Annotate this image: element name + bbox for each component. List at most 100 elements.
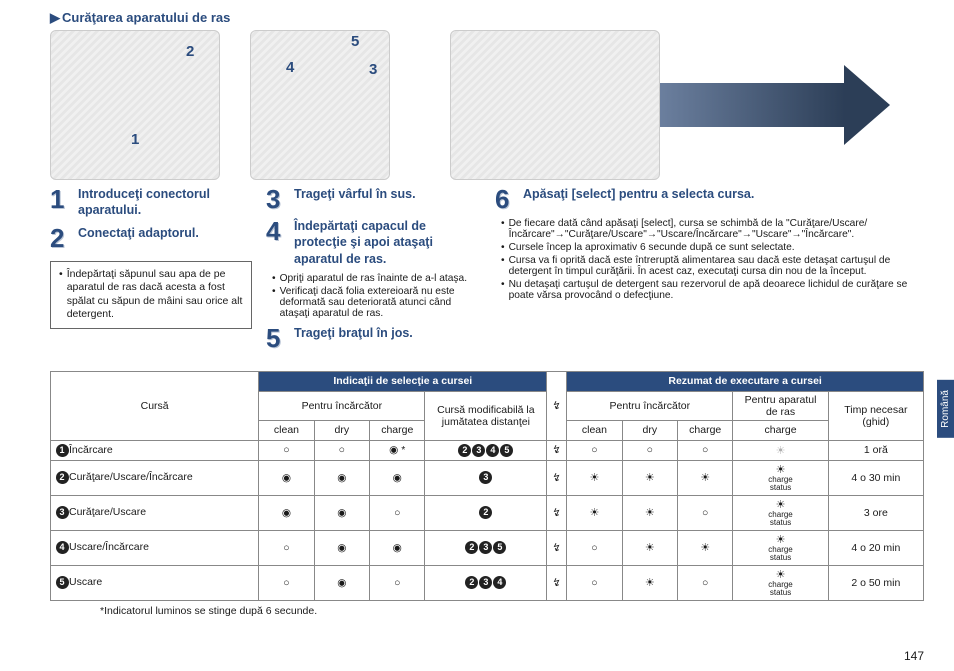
cell-time: 4 o 20 min [828, 530, 923, 565]
table-row: 3Curăţare/Uscare◉◉○2↯☀☀○☀chargestatus3 o… [51, 495, 924, 530]
cell: ☀ [622, 530, 677, 565]
col-ras: Pentru aparatul de ras [733, 391, 828, 420]
cell: ○ [259, 565, 314, 600]
step-num: 5 [266, 325, 286, 351]
cell-time: 1 oră [828, 440, 923, 460]
step-bullet: Opriţi aparatul de ras înainte de a-l at… [280, 273, 467, 284]
cell: ◉ * [370, 440, 425, 460]
step-num: 2 [50, 225, 70, 251]
step-num: 3 [266, 186, 286, 212]
step-title: Conectaţi adaptorul. [78, 225, 199, 251]
cell: ◉ [314, 530, 369, 565]
callout-5: 5 [351, 33, 359, 50]
col-inc-2: Pentru încărcător [567, 391, 733, 420]
cell-bolt: ↯ [547, 440, 567, 460]
cell: ○ [259, 440, 314, 460]
row-label: 4Uscare/Încărcare [51, 530, 259, 565]
table-row: 5Uscare○◉○234↯○☀○☀chargestatus2 o 50 min [51, 565, 924, 600]
step-4: 4 Îndepărtaţi capacul de protecţie şi ap… [266, 218, 481, 267]
cell: ○ [567, 440, 622, 460]
cell: ☀ [622, 565, 677, 600]
cell: ◉ [259, 460, 314, 495]
hdr-selection: Indicaţii de selecţie a cursei [259, 371, 547, 391]
course-table: Cursă Indicaţii de selecţie a cursei ↯ R… [50, 371, 924, 601]
row-label: 5Uscare [51, 565, 259, 600]
row-label: 1Încărcare [51, 440, 259, 460]
hdr-summary: Rezumat de executare a cursei [567, 371, 924, 391]
illustration-2: 5 4 3 [250, 30, 390, 180]
illustration-3 [450, 30, 660, 180]
step-title: Trageţi vârful în sus. [294, 186, 416, 212]
table-row: 2Curăţare/Uscare/Încărcare◉◉◉3↯☀☀☀☀charg… [51, 460, 924, 495]
big-arrow-icon [660, 65, 890, 145]
cell-ras: ☀ [733, 440, 828, 460]
cell: ○ [314, 440, 369, 460]
cell: ☀ [622, 460, 677, 495]
cell-ras: ☀chargestatus [733, 495, 828, 530]
sub-dry: dry [314, 420, 369, 440]
step-title: Îndepărtaţi capacul de protecţie şi apoi… [294, 218, 481, 267]
sub-clean2: clean [567, 420, 622, 440]
step-2: 2 Conectaţi adaptorul. [50, 225, 252, 251]
sub-charge: charge [370, 420, 425, 440]
cell-ras: ☀chargestatus [733, 565, 828, 600]
col-timp: Timp necesar (ghid) [828, 391, 923, 440]
cell-mod: 234 [425, 565, 547, 600]
step-bullet: De fiecare dată când apăsaţi [select], c… [509, 218, 924, 240]
cell-bolt: ↯ [547, 565, 567, 600]
cell: ☀ [622, 495, 677, 530]
cell: ☀ [678, 460, 733, 495]
callout-1: 1 [131, 131, 139, 148]
table-row: 1Încărcare○○◉ *2345↯○○○☀1 oră [51, 440, 924, 460]
cell: ◉ [259, 495, 314, 530]
cell: ○ [370, 495, 425, 530]
sub-dry2: dry [622, 420, 677, 440]
cell-time: 3 ore [828, 495, 923, 530]
cell-time: 2 o 50 min [828, 565, 923, 600]
triangle-icon: ▶ [50, 10, 60, 25]
step-bullet: Cursele încep la aproximativ 6 secunde d… [509, 242, 795, 253]
step-bullet: Nu detaşaţi cartuşul de detergent sau re… [509, 279, 924, 301]
step-num: 4 [266, 218, 286, 267]
cell: ○ [370, 565, 425, 600]
col-inc-1: Pentru încărcător [259, 391, 425, 420]
cell: ◉ [314, 460, 369, 495]
cell: ☀ [567, 495, 622, 530]
cell-time: 4 o 30 min [828, 460, 923, 495]
cell-ras: ☀chargestatus [733, 530, 828, 565]
col-cursa: Cursă [51, 371, 259, 440]
cell: ○ [678, 440, 733, 460]
cell-bolt: ↯ [547, 460, 567, 495]
step-5: 5 Trageţi braţul în jos. [266, 325, 481, 351]
callout-4: 4 [286, 59, 294, 76]
page-number: 147 [904, 649, 924, 663]
cell: ☀ [567, 460, 622, 495]
section-title: ▶Curăţarea aparatului de ras [50, 10, 924, 26]
info-text: Îndepărtaţi săpunul sau apa de pe aparat… [67, 268, 243, 323]
step-bullet: Cursa va fi oprită dacă este întreruptă … [509, 255, 924, 277]
sub-charge2: charge [678, 420, 733, 440]
title-text: Curăţarea aparatului de ras [62, 10, 230, 25]
cell: ◉ [370, 530, 425, 565]
info-box: •Îndepărtaţi săpunul sau apa de pe apara… [50, 261, 252, 330]
sub-clean: clean [259, 420, 314, 440]
cell-mod: 235 [425, 530, 547, 565]
row-label: 2Curăţare/Uscare/Încărcare [51, 460, 259, 495]
step-title: Trageţi braţul în jos. [294, 325, 413, 351]
step-num: 1 [50, 186, 70, 219]
cell: ◉ [370, 460, 425, 495]
cell: ◉ [314, 565, 369, 600]
step-3: 3 Trageţi vârful în sus. [266, 186, 481, 212]
cell-bolt: ↯ [547, 495, 567, 530]
callout-2: 2 [186, 43, 194, 60]
cell: ○ [678, 495, 733, 530]
step-num: 6 [495, 186, 515, 212]
step-title: Apăsaţi [select] pentru a selecta cursa. [523, 186, 754, 212]
footnote: *Indicatorul luminos se stinge după 6 se… [50, 605, 924, 617]
cell-mod: 3 [425, 460, 547, 495]
cell: ○ [567, 565, 622, 600]
step-title: Introduceţi conectorul aparatului. [78, 186, 252, 219]
language-tab: Română [937, 380, 954, 438]
cell-bolt: ↯ [547, 530, 567, 565]
cell: ○ [622, 440, 677, 460]
